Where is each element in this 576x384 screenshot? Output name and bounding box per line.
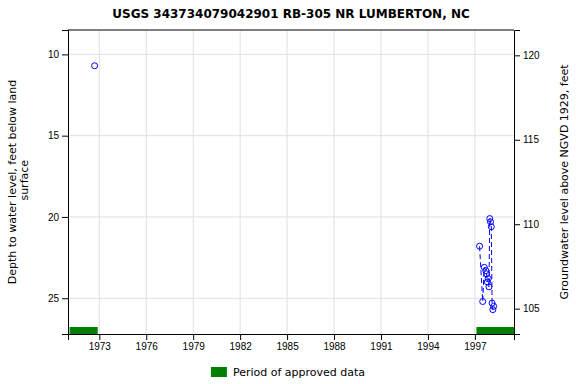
legend: Period of approved data: [211, 366, 365, 379]
tick-mark: [62, 298, 68, 299]
tick-mark: [514, 309, 520, 310]
tick-mark: [514, 224, 520, 225]
tick-label: 110: [523, 219, 539, 230]
grid-line-x: [474, 30, 475, 334]
tick-mark: [287, 334, 288, 340]
legend-label: Period of approved data: [233, 366, 365, 379]
period-bar: [476, 327, 514, 334]
tick-mark: [475, 334, 476, 340]
grid-line-x: [146, 30, 147, 334]
tick-label: 1982: [230, 341, 253, 352]
tick-label: 105: [523, 303, 540, 314]
tick-label: 20: [48, 212, 60, 223]
legend-swatch: [211, 367, 227, 377]
tick: 1976: [136, 334, 159, 352]
tick-mark: [62, 136, 68, 137]
tick-label: 1979: [183, 341, 206, 352]
tick: 1982: [230, 334, 253, 352]
x-axis: 1973 1976 1979 1982 1985 1988 1991 1994 1997: [69, 334, 515, 352]
tick: 15: [48, 130, 68, 141]
y-axis: 10 15 20 25: [48, 31, 69, 335]
grid-line-x: [380, 30, 381, 334]
tick-label: 1973: [89, 341, 112, 352]
y2-axis: 105 110 115 120: [514, 31, 540, 335]
tick: 10: [48, 49, 68, 60]
tick-mark: [62, 217, 68, 218]
grid-line-y: [68, 298, 514, 299]
tick-mark: [514, 55, 520, 56]
tick-mark: [334, 334, 335, 340]
tick: 1985: [276, 334, 299, 352]
plot-area: [70, 63, 514, 334]
tick-mark: [193, 334, 194, 340]
tick-label: 115: [523, 134, 539, 145]
grid-line-y: [68, 216, 514, 217]
tick-label: 25: [48, 293, 60, 304]
tick: 1979: [183, 334, 206, 352]
tick-label: 10: [48, 49, 60, 60]
tick-label: 1994: [417, 341, 440, 352]
tick-label: 1997: [464, 341, 487, 352]
tick-label: 1976: [136, 341, 159, 352]
tick-mark: [62, 54, 68, 55]
chart: 1973 1976 1979 1982 1985 1988 1991 1994 1997 10 15…: [0, 0, 576, 384]
grid-line-x: [334, 30, 335, 334]
tick-mark: [514, 140, 520, 141]
grid-line-x: [193, 30, 194, 334]
frame: [68, 30, 514, 31]
tick-mark: [146, 334, 147, 340]
line: [480, 219, 494, 310]
legend-item: Period of approved data: [211, 366, 365, 379]
grid-line-y: [68, 54, 514, 55]
grid-line-x: [240, 30, 241, 334]
tick-label: 1985: [276, 341, 299, 352]
tick: 110: [514, 219, 539, 230]
axis-line: [515, 31, 521, 335]
grid-line-x: [99, 30, 100, 334]
tick: 1997: [464, 334, 487, 352]
grid: [68, 30, 514, 334]
tick: 105: [514, 303, 540, 314]
axis-line: [62, 31, 69, 335]
point: [92, 63, 98, 69]
tick-label: 1991: [370, 341, 393, 352]
axis-line: [69, 335, 515, 341]
tick: 1973: [89, 334, 112, 352]
title: USGS 343734079042901 RB-305 NR LUMBERTON…: [112, 7, 470, 21]
tick-label: 1988: [323, 341, 346, 352]
tick: 115: [514, 134, 539, 145]
grid-line-y: [68, 135, 514, 136]
tick-mark: [240, 334, 241, 340]
grid-line-x: [287, 30, 288, 334]
tick: 1988: [323, 334, 346, 352]
period-bar: [70, 327, 98, 334]
tick: 25: [48, 293, 68, 304]
y-axis-label: Depth to water level, feet below land su…: [6, 80, 32, 285]
tick: 1991: [370, 334, 393, 352]
tick: 120: [514, 50, 540, 61]
tick-mark: [428, 334, 429, 340]
y2-axis-label: Groundwater level above NGVD 1929, feet: [558, 64, 571, 300]
tick: 1994: [417, 334, 440, 352]
tick: 20: [48, 212, 68, 223]
tick-label: 120: [523, 50, 540, 61]
tick-mark: [99, 334, 100, 340]
tick-mark: [381, 334, 382, 340]
tick-label: 15: [48, 130, 60, 141]
grid-line-x: [427, 30, 428, 334]
